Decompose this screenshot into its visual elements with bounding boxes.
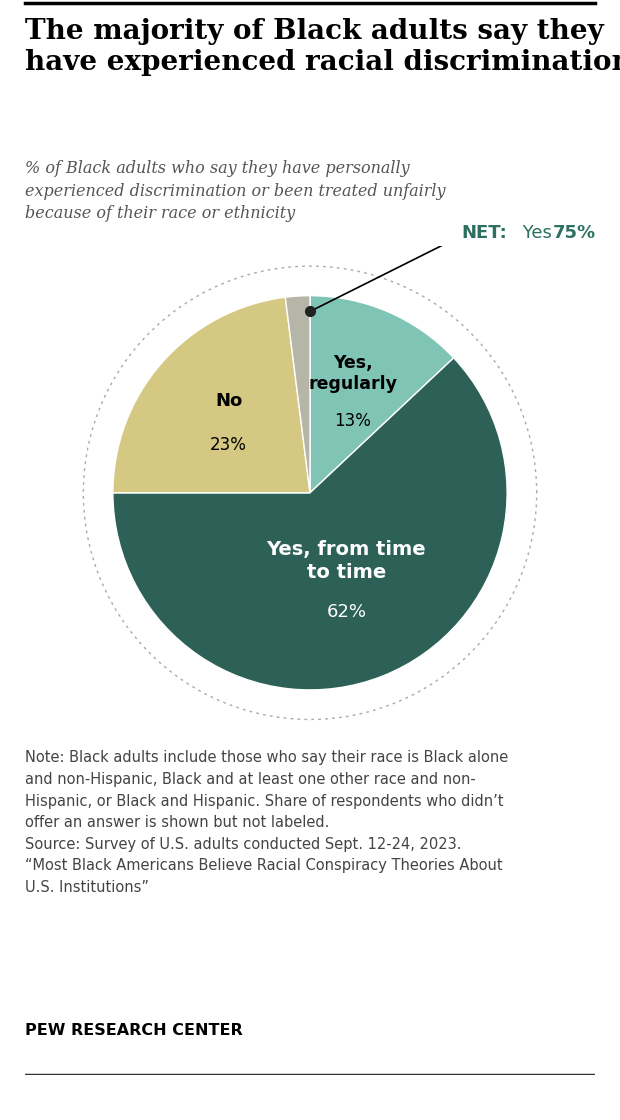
- Wedge shape: [113, 297, 310, 493]
- Text: 75%: 75%: [552, 224, 596, 242]
- Text: % of Black adults who say they have personally
experienced discrimination or bee: % of Black adults who say they have pers…: [25, 160, 445, 223]
- Text: Yes,
regularly: Yes, regularly: [309, 354, 397, 393]
- Text: 23%: 23%: [210, 436, 247, 454]
- Wedge shape: [285, 296, 310, 493]
- Wedge shape: [113, 358, 507, 690]
- Text: Note: Black adults include those who say their race is Black alone
and non-Hispa: Note: Black adults include those who say…: [25, 750, 508, 895]
- Text: PEW RESEARCH CENTER: PEW RESEARCH CENTER: [25, 1024, 242, 1038]
- Text: 13%: 13%: [335, 412, 371, 430]
- Text: Yes, from time
to time: Yes, from time to time: [267, 540, 426, 581]
- Text: No: No: [215, 392, 242, 410]
- Text: 62%: 62%: [326, 603, 366, 620]
- Text: NET:: NET:: [462, 224, 508, 242]
- Text: Yes: Yes: [517, 224, 557, 242]
- Text: The majority of Black adults say they
have experienced racial discrimination: The majority of Black adults say they ha…: [25, 18, 620, 76]
- Wedge shape: [310, 296, 454, 493]
